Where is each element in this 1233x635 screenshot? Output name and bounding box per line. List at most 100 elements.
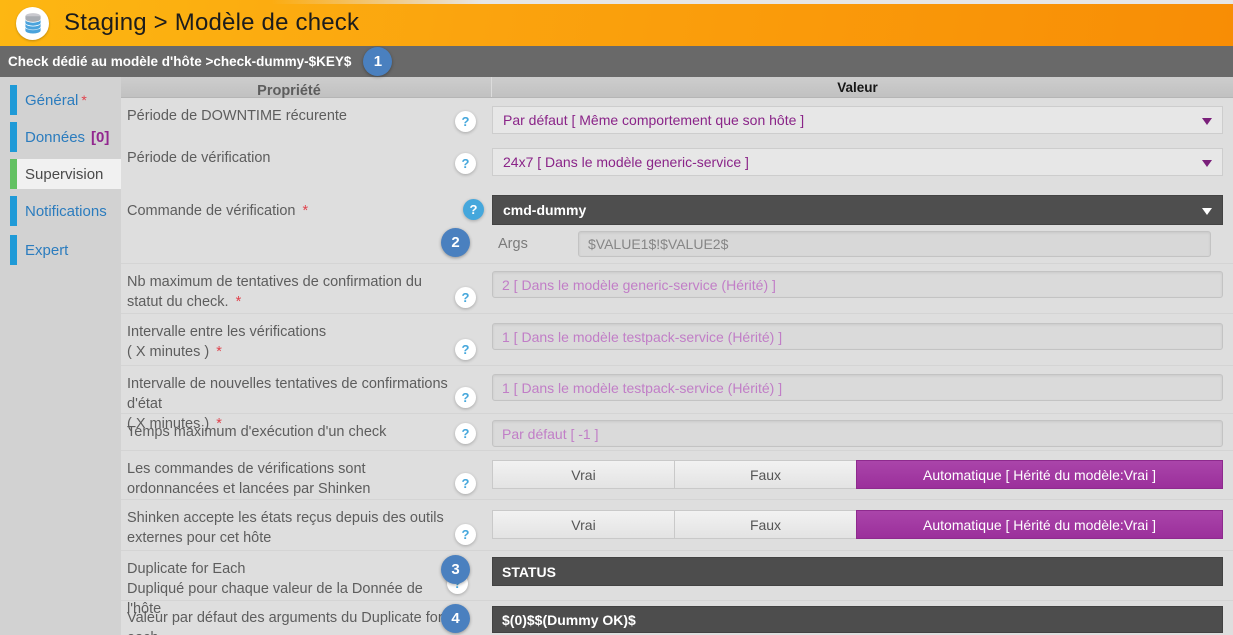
tab-label: Notifications [25,202,107,220]
tab-indicator [10,196,17,226]
property-label: Période de vérification [127,150,271,166]
tab-indicator [10,159,17,189]
max-check-time-input[interactable]: Par défaut [ -1 ] [492,420,1223,447]
property-label-line2: Dupliqué pour chaque valeur de la Donnée… [127,581,423,617]
help-icon[interactable]: ? [463,199,484,220]
max-check-attempts-input[interactable]: 2 [ Dans le modèle generic-service (Héri… [492,271,1223,298]
page-title: Staging > Modèle de check [64,9,360,36]
input-value: 1 [ Dans le modèle testpack-service (Hér… [502,379,783,396]
table-row: Temps maximum d'exécution d'un check ? P… [121,413,1233,450]
table-row: Shinken accepte les états reçus depuis d… [121,499,1233,550]
tab-label: Supervision [25,165,104,183]
property-label: Shinken accepte les états reçus depuis d… [127,510,444,546]
table-header: Propriété Valeur [121,77,1233,99]
input-value: Par défaut [ -1 ] [502,425,599,442]
table-row: Intervalle de nouvelles tentatives de co… [121,365,1233,432]
select-value: cmd-dummy [503,202,587,218]
select-value: 24x7 [ Dans le modèle generic-service ] [503,154,749,170]
option-automatique-button[interactable]: Automatique [ Hérité du modèle:Vrai ] [856,460,1223,489]
option-faux-button[interactable]: Faux [674,510,856,539]
required-asterisk: * [302,203,309,219]
property-label-line2: ( X minutes ) [127,416,210,432]
check-period-select[interactable]: 24x7 [ Dans le modèle generic-service ] [492,148,1223,176]
option-faux-button[interactable]: Faux [674,460,856,489]
data-count-badge: [0] [91,128,110,146]
breadcrumb-text: Check dédié au modèle d'hôte >check-dumm… [8,54,352,69]
select-value: Par défaut [ Même comportement que son h… [503,112,805,128]
annotation-badge-1: 1 [363,47,393,76]
table-row: Duplicate for Each Dupliqué pour chaque … [121,550,1233,617]
help-icon[interactable]: ? [455,287,476,308]
option-vrai-button[interactable]: Vrai [492,510,674,539]
property-label: Nb maximum de tentatives de confirmation… [127,274,422,310]
table-row: Nb maximum de tentatives de confirmation… [121,263,1233,313]
table-row: Commande de vérification * ? cmd-dummy 2… [121,187,1233,263]
sidebar-item-general[interactable]: Général * [0,85,121,115]
passive-checks-toggle: Vrai Faux Automatique [ Hérité du modèle… [492,510,1223,539]
help-icon[interactable]: ? [455,387,476,408]
required-asterisk: * [216,416,222,432]
dropdown-arrow-icon [1202,208,1212,215]
input-value: STATUS [502,563,556,580]
dropdown-arrow-icon [1202,118,1212,125]
annotation-badge-3: 3 [441,555,470,584]
required-asterisk: * [216,344,222,360]
property-label: Les commandes de vérifications sont ordo… [127,461,371,497]
table-row: Les commandes de vérifications sont ordo… [121,450,1233,499]
table-row: Période de vérification ? 24x7 [ Dans le… [121,140,1233,187]
tab-indicator [10,122,17,152]
args-label: Args [498,235,528,252]
table-row: Valeur par défaut des arguments du Dupli… [121,600,1233,635]
sidebar-item-notifications[interactable]: Notifications [0,196,121,226]
check-interval-input[interactable]: 1 [ Dans le modèle testpack-service (Hér… [492,323,1223,350]
annotation-badge-2: 2 [441,228,470,257]
args-input[interactable]: $VALUE1$!$VALUE2$ [578,230,1211,257]
property-label: Intervalle de nouvelles tentatives de co… [127,376,448,412]
property-label: Intervalle entre les vérifications [127,324,327,340]
help-icon[interactable]: ? [455,423,476,444]
input-value: $(0)$$(Dummy OK)$ [502,611,636,628]
sidebar-item-expert[interactable]: Expert [0,235,121,265]
app-header: Staging > Modèle de check [0,0,1233,46]
tab-label: Expert [25,241,69,259]
dropdown-arrow-icon [1202,160,1212,167]
duplicate-foreach-input[interactable]: STATUS [492,557,1223,586]
database-icon [16,6,49,40]
sidebar-item-donnees[interactable]: Données [0] [0,122,121,152]
downtime-period-select[interactable]: Par défaut [ Même comportement que son h… [492,106,1223,134]
input-value: 1 [ Dans le modèle testpack-service (Hér… [502,328,783,345]
option-automatique-button[interactable]: Automatique [ Hérité du modèle:Vrai ] [856,510,1223,539]
required-asterisk: * [81,92,87,108]
property-label: Période de DOWNTIME récurente [127,108,347,124]
help-icon[interactable]: ? [455,111,476,132]
table-row: Intervalle entre les vérifications ( X m… [121,313,1233,365]
property-label: Commande de vérification [127,203,296,219]
retry-interval-input[interactable]: 1 [ Dans le modèle testpack-service (Hér… [492,374,1223,401]
check-command-select[interactable]: cmd-dummy [492,195,1223,225]
help-icon[interactable]: ? [455,524,476,545]
sidebar-item-supervision[interactable]: Supervision [10,159,121,189]
tab-label: Général [25,91,79,109]
column-header-value: Valeur [837,79,878,95]
tab-indicator [10,235,17,265]
property-label: Temps maximum d'exécution d'un check [127,424,387,440]
option-vrai-button[interactable]: Vrai [492,460,674,489]
default-args-input[interactable]: $(0)$$(Dummy OK)$ [492,606,1223,633]
input-value: $VALUE1$!$VALUE2$ [588,235,729,252]
annotation-badge-4: 4 [441,604,470,633]
breadcrumb-bar: Check dédié au modèle d'hôte >check-dumm… [0,46,1233,77]
active-checks-toggle: Vrai Faux Automatique [ Hérité du modèle… [492,460,1223,489]
property-label: Duplicate for Each [127,561,246,577]
tab-indicator [10,85,17,115]
help-icon[interactable]: ? [455,473,476,494]
input-value: 2 [ Dans le modèle generic-service (Héri… [502,276,776,293]
table-row: Période de DOWNTIME récurente ? Par défa… [121,98,1233,140]
help-icon[interactable]: ? [455,153,476,174]
help-icon[interactable]: ? [455,339,476,360]
column-header-property: Propriété [121,77,492,99]
tab-label: Données [25,128,86,146]
property-label: Valeur par défaut des arguments du Dupli… [127,610,443,635]
required-asterisk: * [235,294,242,310]
sidebar: Général * Données [0] Supervision Notifi… [0,77,121,635]
